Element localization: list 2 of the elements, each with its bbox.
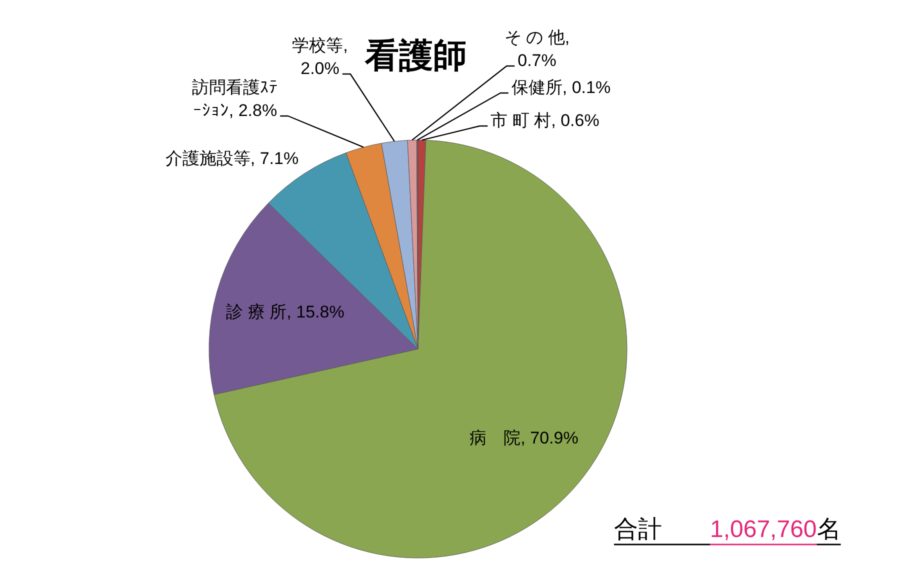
title: 看護師 <box>365 37 467 75</box>
annotation: 合計 1,067,760名 <box>614 516 841 543</box>
